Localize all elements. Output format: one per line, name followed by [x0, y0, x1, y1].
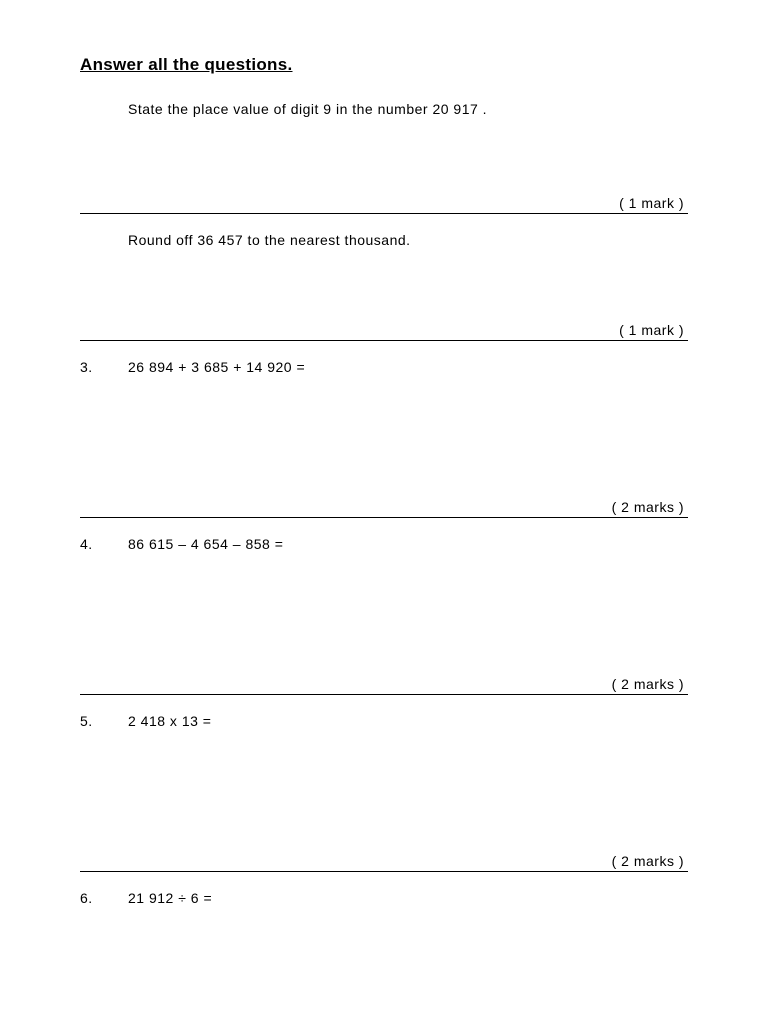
- question-row: Round off 36 457 to the nearest thousand…: [80, 232, 688, 248]
- section-divider: [80, 340, 688, 341]
- question-row: 4.86 615 – 4 654 – 858 =: [80, 536, 688, 552]
- question-number: 5.: [80, 713, 128, 729]
- answer-space: [80, 562, 688, 672]
- question-number: 4.: [80, 536, 128, 552]
- question-row: 6.21 912 ÷ 6 =: [80, 890, 688, 906]
- question-text: 2 418 x 13 =: [128, 713, 688, 729]
- marks-label: ( 1 mark ): [80, 322, 688, 338]
- question-text: Round off 36 457 to the nearest thousand…: [128, 232, 688, 248]
- questions-container: State the place value of digit 9 in the …: [80, 101, 688, 906]
- question-number: [80, 101, 128, 117]
- question-text: 21 912 ÷ 6 =: [128, 890, 688, 906]
- answer-space: [80, 127, 688, 191]
- answer-space: [80, 739, 688, 849]
- question-text: 26 894 + 3 685 + 14 920 =: [128, 359, 688, 375]
- question-row: 5.2 418 x 13 =: [80, 713, 688, 729]
- answer-space: [80, 385, 688, 495]
- marks-label: ( 2 marks ): [80, 676, 688, 692]
- page-heading: Answer all the questions.: [80, 55, 688, 75]
- section-divider: [80, 517, 688, 518]
- question-number: 3.: [80, 359, 128, 375]
- section-divider: [80, 694, 688, 695]
- answer-space: [80, 258, 688, 318]
- question-text: 86 615 – 4 654 – 858 =: [128, 536, 688, 552]
- question-number: [80, 232, 128, 248]
- marks-label: ( 1 mark ): [80, 195, 688, 211]
- marks-label: ( 2 marks ): [80, 499, 688, 515]
- marks-label: ( 2 marks ): [80, 853, 688, 869]
- question-text: State the place value of digit 9 in the …: [128, 101, 688, 117]
- question-row: State the place value of digit 9 in the …: [80, 101, 688, 117]
- question-row: 3.26 894 + 3 685 + 14 920 =: [80, 359, 688, 375]
- section-divider: [80, 213, 688, 214]
- question-number: 6.: [80, 890, 128, 906]
- section-divider: [80, 871, 688, 872]
